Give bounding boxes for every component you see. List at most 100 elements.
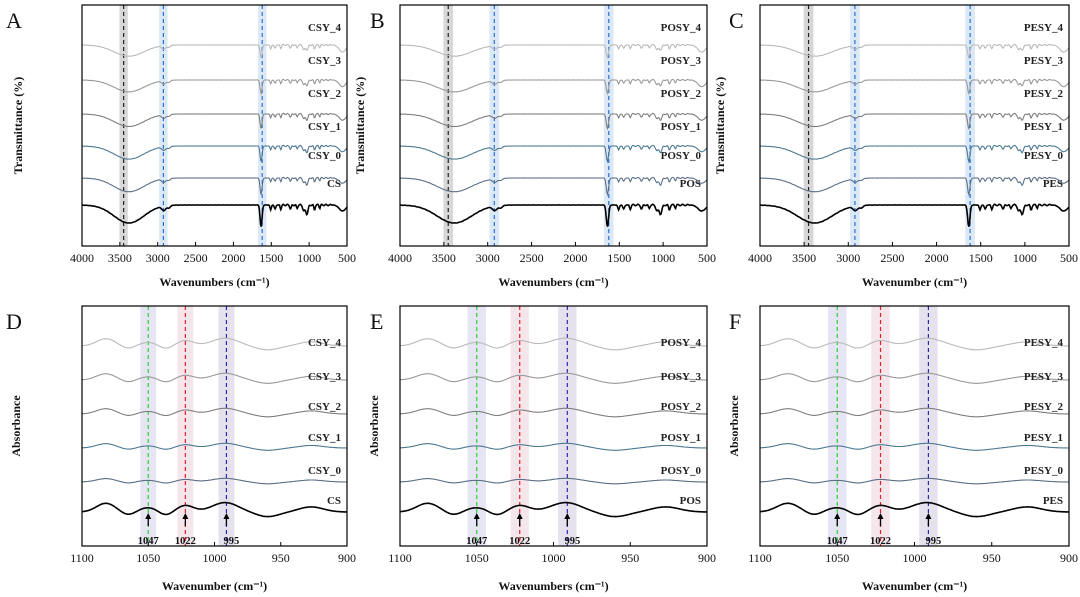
series-line <box>82 442 347 451</box>
peak-arrowhead <box>834 513 841 519</box>
series-line <box>399 203 708 227</box>
peak-label: 1047 <box>138 536 159 547</box>
series-label: PESY_2 <box>1024 401 1064 413</box>
series-label: PES <box>1043 495 1063 507</box>
series-line <box>759 477 1069 485</box>
x-tick-label: 1500 <box>969 251 993 265</box>
series-line <box>82 407 347 418</box>
series-line <box>81 372 348 384</box>
y-axis-title: Absorbance <box>9 395 23 457</box>
peak-label: 1022 <box>509 536 530 547</box>
x-tick-label: 1000 <box>651 251 675 265</box>
series-line <box>399 78 708 96</box>
peak-arrowhead <box>877 513 884 519</box>
series-label: PESY_3 <box>1024 371 1064 383</box>
series-line <box>399 144 708 164</box>
x-tick-label: 1000 <box>297 251 321 265</box>
series-label: PESY_2 <box>1024 88 1064 100</box>
series-label: POSY_0 <box>661 150 702 162</box>
series-label: CSY_1 <box>308 432 341 444</box>
x-axis-title: Wavenumbers (cm⁻¹) <box>159 275 269 289</box>
x-tick-label: 900 <box>1060 551 1078 565</box>
x-tick-label: 2000 <box>221 251 245 265</box>
series-line <box>759 203 1070 227</box>
series-line <box>759 43 1070 60</box>
series-label: CSY_2 <box>308 88 342 100</box>
peak-label: 995 <box>926 536 942 547</box>
x-axis-title: Wavenumber (cm⁻¹) <box>162 579 267 593</box>
panel-c: C PES PESY_0 PESY_1 PESY_2 PESY_3 PESY_4 4000 35… <box>713 4 1078 289</box>
y-axis-title: Transmittance (%) <box>11 77 25 174</box>
series-label: CSY_2 <box>308 401 342 413</box>
series-line <box>399 372 708 384</box>
series-line <box>81 43 348 60</box>
peak-arrowhead <box>182 513 189 519</box>
x-tick-label: 500 <box>338 251 356 265</box>
panel-letter: B <box>370 8 385 33</box>
x-axis-title: Wavenumber (cm⁻¹) <box>862 579 967 593</box>
x-tick-label: 500 <box>1060 251 1078 265</box>
series-label: POSY_1 <box>661 432 701 444</box>
panel-letter: D <box>6 309 22 334</box>
series-label: PESY_3 <box>1024 55 1064 67</box>
peak-arrowhead <box>564 513 571 519</box>
series-line <box>759 372 1070 384</box>
series-label: POSY_2 <box>661 401 702 413</box>
x-tick-label: 1000 <box>203 551 227 565</box>
series-line <box>759 144 1070 164</box>
series-label: PESY_1 <box>1024 432 1063 444</box>
x-tick-label: 3500 <box>792 251 816 265</box>
peak-label: 1022 <box>870 536 891 547</box>
series-line <box>400 442 707 451</box>
series-line <box>81 112 348 129</box>
x-tick-label: 1050 <box>136 551 160 565</box>
x-tick-label: 900 <box>698 551 716 565</box>
series-line <box>759 176 1070 197</box>
peak-label: 995 <box>224 536 240 547</box>
series-label: CSY_3 <box>308 371 342 383</box>
series-label: CSY_0 <box>308 150 342 162</box>
series-label: POSY_4 <box>661 337 702 349</box>
x-tick-label: 2500 <box>880 251 904 265</box>
panel-b: B POS POSY_0 POSY_1 POSY_2 POSY_3 POSY_4 4000 35… <box>353 4 716 289</box>
series-label: CSY_4 <box>308 22 342 34</box>
series-label: POS <box>680 178 701 190</box>
x-tick-label: 500 <box>698 251 716 265</box>
x-tick-label: 1500 <box>607 251 631 265</box>
peak-arrowhead <box>473 513 480 519</box>
peak-arrowhead <box>223 513 230 519</box>
panel-letter: E <box>370 309 383 334</box>
series-line <box>399 477 707 485</box>
series-label: POSY_0 <box>661 465 702 477</box>
series-line <box>81 203 348 227</box>
peak-label: 1047 <box>466 536 487 547</box>
series-line <box>760 407 1069 418</box>
x-tick-label: 3000 <box>836 251 860 265</box>
x-tick-label: 1100 <box>388 551 412 565</box>
x-tick-label: 1100 <box>70 551 94 565</box>
peak-label: 1022 <box>175 536 196 547</box>
panel-letter: F <box>729 309 741 334</box>
plot-frame <box>759 4 1070 247</box>
x-tick-label: 4000 <box>70 251 94 265</box>
series-line <box>399 112 708 131</box>
series-line <box>400 337 707 351</box>
x-tick-label: 2500 <box>184 251 208 265</box>
series-line <box>760 442 1069 451</box>
series-label: CS <box>327 178 341 190</box>
x-axis-title: Wavenumber (cm⁻¹) <box>862 275 967 289</box>
series-label: CSY_0 <box>308 465 342 477</box>
panel-e: E POS POSY_0 POSY_1 POSY_2 POSY_3 POSY_4 1047 10… <box>367 305 716 593</box>
series-label: CS <box>327 495 341 507</box>
y-axis-title: Absorbance <box>727 395 741 457</box>
series-label: CSY_3 <box>308 55 342 67</box>
plot-frame <box>399 4 708 247</box>
plot-frame <box>81 4 348 247</box>
x-tick-label: 3500 <box>432 251 456 265</box>
x-tick-label: 4000 <box>748 251 772 265</box>
series-line <box>760 337 1069 351</box>
x-tick-label: 1050 <box>825 551 849 565</box>
series-line <box>81 144 348 162</box>
x-tick-label: 950 <box>621 551 639 565</box>
